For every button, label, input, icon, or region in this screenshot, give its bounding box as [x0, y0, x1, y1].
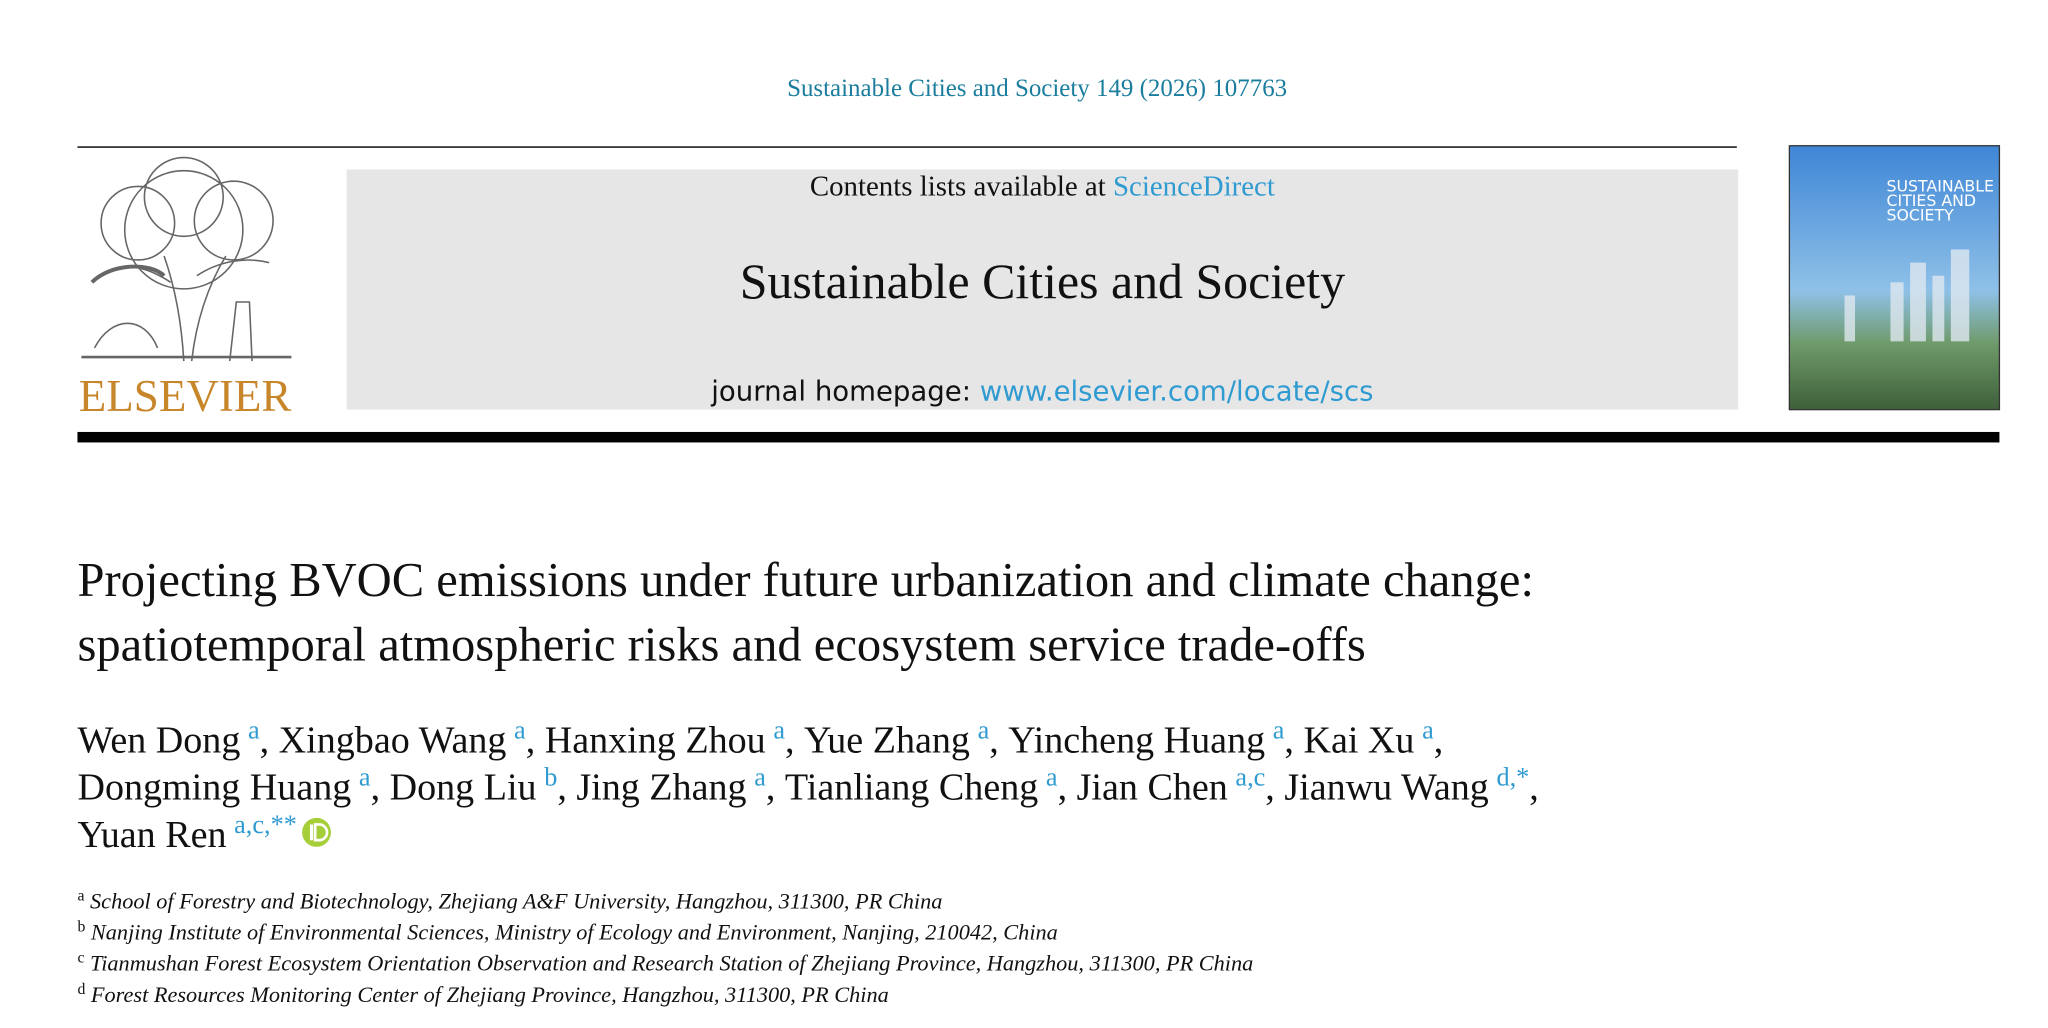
author-affiliation-mark[interactable]: a [1422, 715, 1434, 744]
author-separator: , [766, 767, 776, 809]
title-line: spatiotemporal atmospheric risks and eco… [77, 617, 1365, 671]
author-separator: , [1265, 767, 1275, 809]
author-affiliation-mark[interactable]: a [773, 715, 785, 744]
author-separator: , [526, 719, 536, 761]
author-affiliation-mark[interactable]: a [1046, 762, 1058, 791]
author-name[interactable]: Yincheng Huang [1008, 719, 1265, 761]
author-name[interactable]: Jing Zhang [576, 767, 746, 809]
affiliation-text: Forest Resources Monitoring Center of Zh… [90, 982, 889, 1007]
author-affiliation-mark[interactable]: a [754, 762, 766, 791]
article-title: Projecting BVOC emissions under future u… [77, 553, 1534, 671]
journal-cover[interactable]: SUSTAINABLE CITIES AND SOCIETY [1788, 145, 2001, 411]
author-line: Dongming Huang a, Dong Liu b, Jing Zhang… [77, 762, 1538, 809]
publisher-logo [81, 156, 292, 362]
cover-title: SUSTAINABLE CITIES AND SOCIETY [1887, 177, 1994, 225]
title-line: Projecting BVOC emissions under future u… [77, 553, 1534, 607]
author-line: Wen Dong a, Xingbao Wang a, Hanxing Zhou… [77, 715, 1443, 762]
journal-title: Sustainable Cities and Society [740, 254, 1345, 309]
affiliation-label: a [77, 887, 84, 904]
author-separator: , [1529, 767, 1539, 809]
author-separator: , [260, 719, 270, 761]
homepage-url[interactable]: www.elsevier.com/locate/scs [980, 375, 1374, 407]
affiliation-label: c [77, 949, 84, 966]
author-name[interactable]: Wen Dong [77, 719, 240, 761]
homepage-line: journal homepage: www.elsevier.com/locat… [710, 375, 1373, 407]
author-name[interactable]: Jianwu Wang [1284, 767, 1489, 809]
journal-banner [346, 169, 1739, 410]
affiliation-text: Nanjing Institute of Environmental Scien… [90, 920, 1058, 945]
author-name[interactable]: Xingbao Wang [279, 719, 507, 761]
author-affiliation-mark[interactable]: a [359, 762, 371, 791]
affiliation-list: a School of Forestry and Biotechnology, … [77, 887, 1253, 1007]
affiliation: d Forest Resources Monitoring Center of … [77, 980, 888, 1007]
author-name[interactable]: Jian Chen [1077, 767, 1228, 809]
homepage-prefix: journal homepage: [710, 375, 971, 407]
author-name[interactable]: Dong Liu [390, 767, 537, 809]
cover-buildings [1844, 249, 1970, 342]
orcid-icon-mark [313, 823, 329, 842]
author-name[interactable]: Yue Zhang [804, 719, 970, 761]
citation[interactable]: Sustainable Cities and Society 149 (2026… [787, 75, 1287, 102]
author-affiliation-mark[interactable]: a [978, 715, 990, 744]
affiliation: a School of Forestry and Biotechnology, … [77, 887, 942, 914]
author-affiliation-mark[interactable]: a [1273, 715, 1285, 744]
cover-title-line: SUSTAINABLE [1887, 177, 1994, 196]
author-name[interactable]: Tianliang Cheng [785, 767, 1038, 809]
author-separator: , [1058, 767, 1068, 809]
author-list: Wen Dong a, Xingbao Wang a, Hanxing Zhou… [77, 715, 1538, 856]
publisher-name: ELSEVIER [79, 370, 292, 421]
author-separator: , [785, 719, 795, 761]
author-separator: , [1434, 719, 1444, 761]
affiliation-text: Tianmushan Forest Ecosystem Orientation … [90, 951, 1253, 976]
author-separator: , [557, 767, 567, 809]
cover-title-line: CITIES AND [1887, 191, 1977, 210]
cover-title-line: SOCIETY [1887, 206, 1955, 225]
author-affiliation-mark[interactable]: a,c,** [234, 809, 297, 838]
author-affiliation-mark[interactable]: a,c [1235, 762, 1265, 791]
author-name[interactable]: Yuan Ren [77, 814, 226, 856]
author-affiliation-mark[interactable]: d,* [1496, 762, 1529, 791]
author-separator: , [989, 719, 999, 761]
author-affiliation-mark[interactable]: a [514, 715, 526, 744]
author-separator: , [371, 767, 381, 809]
affiliation: c Tianmushan Forest Ecosystem Orientatio… [77, 949, 1253, 976]
affiliation-text: School of Forestry and Biotechnology, Zh… [90, 889, 942, 914]
author-affiliation-mark[interactable]: a [248, 715, 260, 744]
author-name[interactable]: Hanxing Zhou [545, 719, 766, 761]
affiliation-label: b [77, 918, 85, 935]
contents-line: Contents lists available at ScienceDirec… [810, 171, 1275, 203]
author-name[interactable]: Kai Xu [1303, 719, 1414, 761]
affiliation-label: d [77, 980, 85, 997]
orcid-icon-mark [309, 824, 314, 841]
sciencedirect-link[interactable]: ScienceDirect [1113, 171, 1275, 203]
author-line: Yuan Ren a,c,** [77, 809, 296, 856]
author-affiliation-mark[interactable]: b [544, 762, 557, 791]
author-name[interactable]: Dongming Huang [77, 767, 351, 809]
header-rule [77, 431, 2000, 443]
contents-prefix: Contents lists available at [810, 171, 1106, 203]
affiliation: b Nanjing Institute of Environmental Sci… [77, 918, 1057, 945]
author-separator: , [1284, 719, 1294, 761]
